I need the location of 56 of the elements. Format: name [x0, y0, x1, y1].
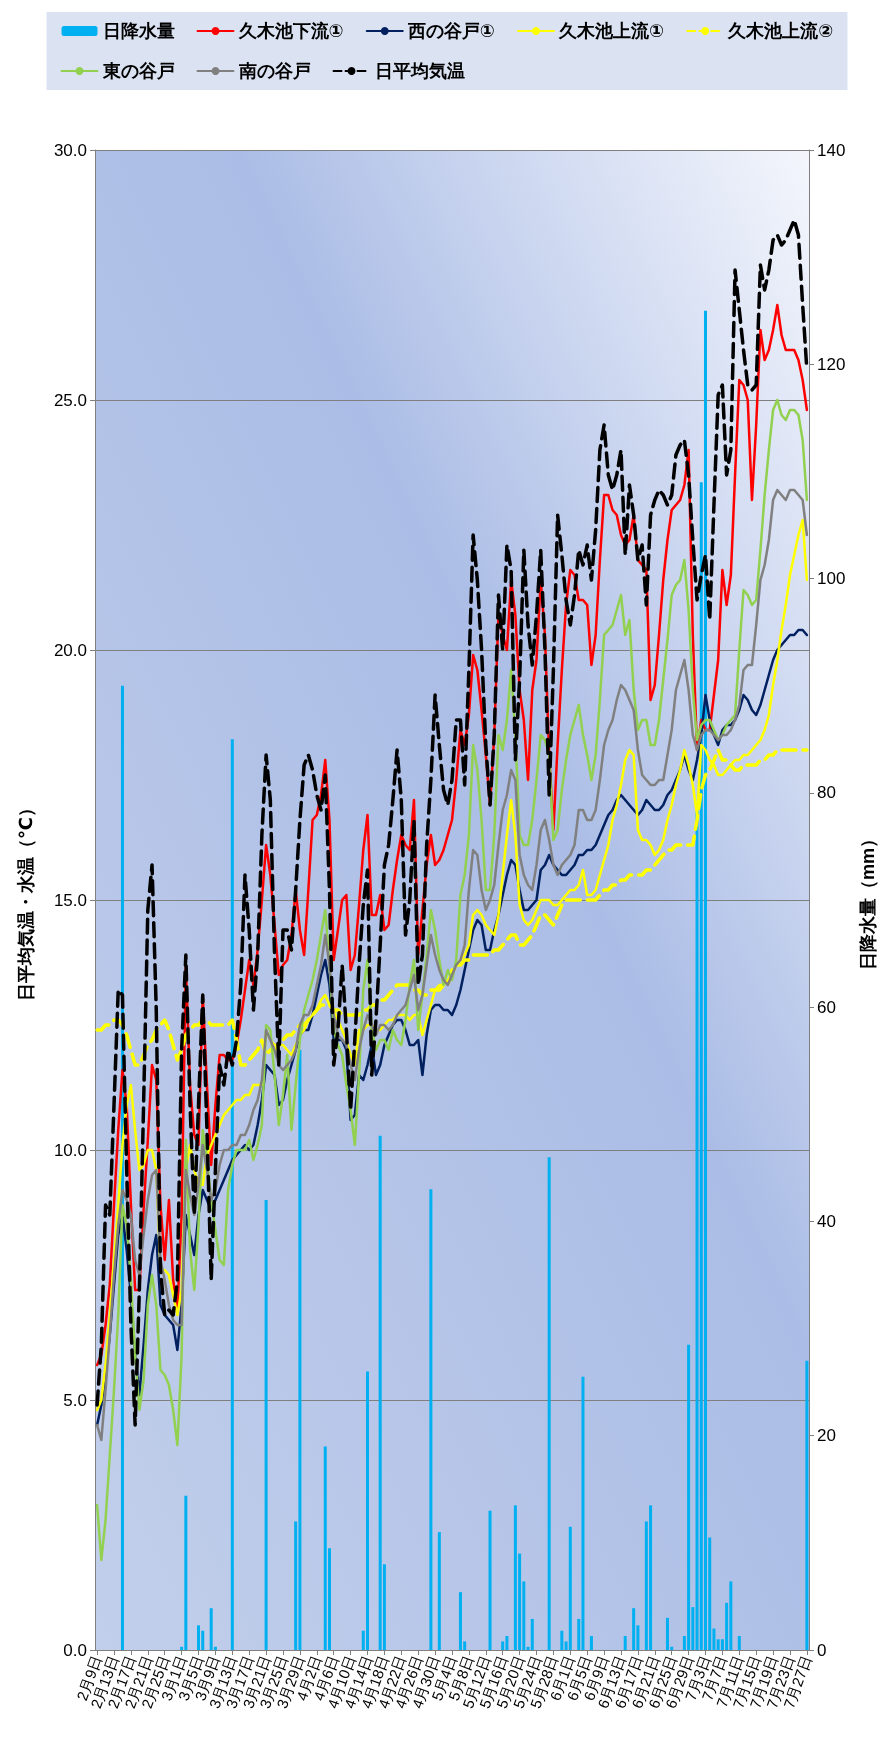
bar: [458, 1592, 462, 1650]
bar: [649, 1505, 653, 1650]
bar: [264, 1200, 268, 1650]
legend-label: 南の谷戸: [237, 61, 311, 81]
legend-label: 久木池上流②: [727, 21, 834, 41]
bar: [716, 1639, 720, 1650]
bar: [366, 1371, 369, 1650]
y-tick-label: 30.0: [53, 140, 87, 160]
y2-tick-label: 20: [817, 1426, 836, 1446]
bar: [378, 1135, 382, 1650]
bar: [505, 1636, 509, 1650]
y2-tick-label: 80: [817, 783, 836, 803]
bar: [581, 1376, 585, 1650]
legend-label: 東の谷戸: [101, 61, 175, 81]
bar: [184, 1495, 188, 1650]
bar: [488, 1510, 492, 1650]
legend-label: 西の谷戸①: [406, 21, 496, 41]
legend-label: 日降水量: [102, 21, 175, 41]
y2-tick-label: 0: [817, 1640, 827, 1660]
bar: [437, 1532, 441, 1650]
y-tick-label: 5.0: [63, 1390, 87, 1410]
legend-label: 久木池下流①: [237, 21, 344, 41]
y-axis-title: 日平均気温・水温（℃）: [16, 799, 36, 1001]
y-tick-label: 25.0: [53, 390, 87, 410]
bar: [547, 1157, 551, 1650]
bar: [530, 1618, 534, 1650]
legend-label: 日平均気温: [374, 61, 465, 81]
bar: [665, 1617, 669, 1650]
legend-label: 久木池上流①: [558, 21, 665, 41]
bar: [568, 1526, 572, 1650]
y-tick-label: 10.0: [53, 1140, 87, 1160]
bar: [513, 1505, 517, 1650]
y2-tick-label: 60: [817, 997, 836, 1017]
bar: [298, 1050, 302, 1650]
y-tick-label: 0.0: [63, 1640, 87, 1660]
bar: [209, 1608, 213, 1650]
bar: [230, 739, 234, 1650]
bar: [687, 1344, 691, 1650]
bar: [429, 1189, 433, 1650]
bar: [729, 1581, 733, 1650]
y2-tick-label: 100: [817, 569, 846, 589]
bar: [323, 1446, 327, 1650]
bar: [560, 1630, 564, 1650]
bar: [197, 1625, 201, 1650]
bar: [623, 1636, 627, 1650]
bar: [589, 1636, 593, 1650]
bar: [703, 310, 707, 1650]
bar: [737, 1636, 741, 1650]
y2-tick-label: 140: [817, 140, 846, 160]
bar: [805, 1360, 809, 1650]
y-tick-label: 20.0: [53, 640, 87, 660]
y2-tick-label: 40: [817, 1211, 836, 1231]
y-tick-label: 15.0: [53, 890, 87, 910]
y2-tick-label: 120: [817, 354, 846, 374]
bar: [632, 1608, 636, 1650]
y2-axis-title: 日降水量（mm）: [858, 829, 878, 971]
